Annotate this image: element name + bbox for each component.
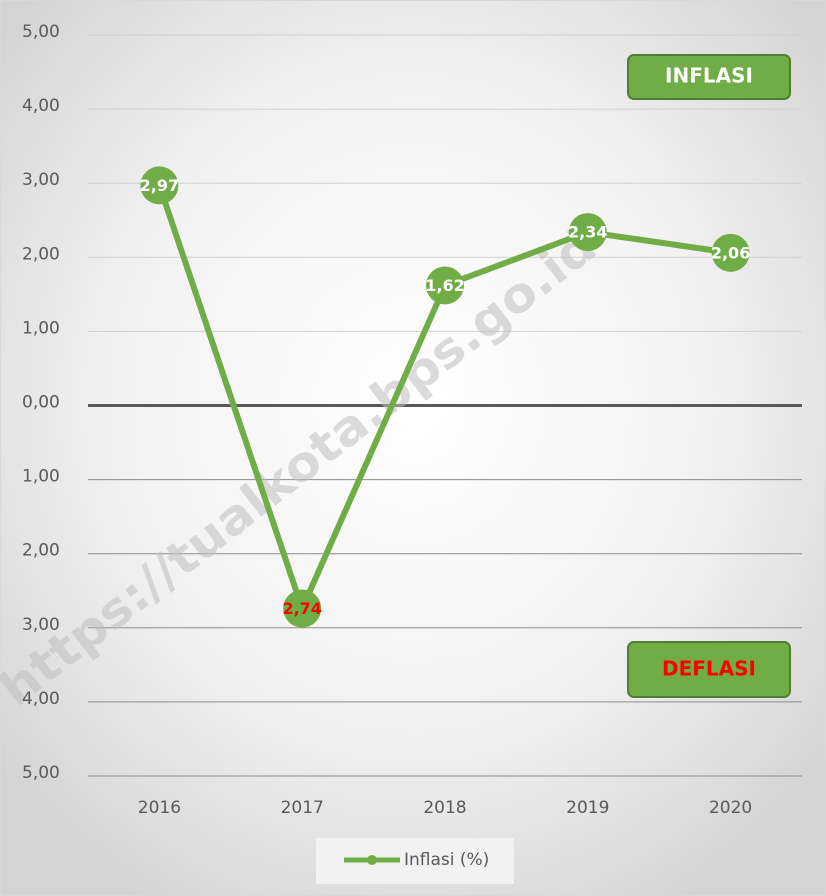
y-tick-label: 5,00 [22,22,60,42]
annotation: INFLASI [665,64,753,88]
y-tick-label: 3,00 [22,170,60,190]
marker [568,213,607,252]
x-tick-label: 2016 [138,798,181,818]
marker [711,233,750,272]
annotation: DEFLASI [662,657,756,681]
x-tick-label: 2020 [709,798,752,818]
y-tick-label: 1,00 [22,467,60,487]
y-tick-label: 1,00 [22,318,60,338]
marker [140,166,179,205]
data-label: 2,06 [711,243,750,262]
data-label: 2,34 [568,223,607,242]
y-tick-label: 3,00 [22,615,60,635]
deflasi-box [627,641,791,698]
legend-label: Inflasi (%) [404,850,489,870]
x-tick-label: 2018 [423,798,466,818]
y-tick-label: 0,00 [22,393,60,413]
data-label: 1,62 [425,276,464,295]
y-tick-label: 5,00 [22,763,60,783]
data-label: 2,74 [282,599,321,618]
inflasi-box [627,54,791,100]
marker [283,589,322,628]
data-label: 2,97 [140,176,179,195]
y-tick-label: 4,00 [22,96,60,116]
x-tick-label: 2019 [566,798,609,818]
y-tick-label: 2,00 [22,541,60,561]
x-tick-label: 2017 [281,798,324,818]
marker [426,266,464,305]
y-tick-label: 2,00 [22,244,60,264]
legend-marker [367,855,377,865]
y-tick-label: 4,00 [22,689,60,709]
